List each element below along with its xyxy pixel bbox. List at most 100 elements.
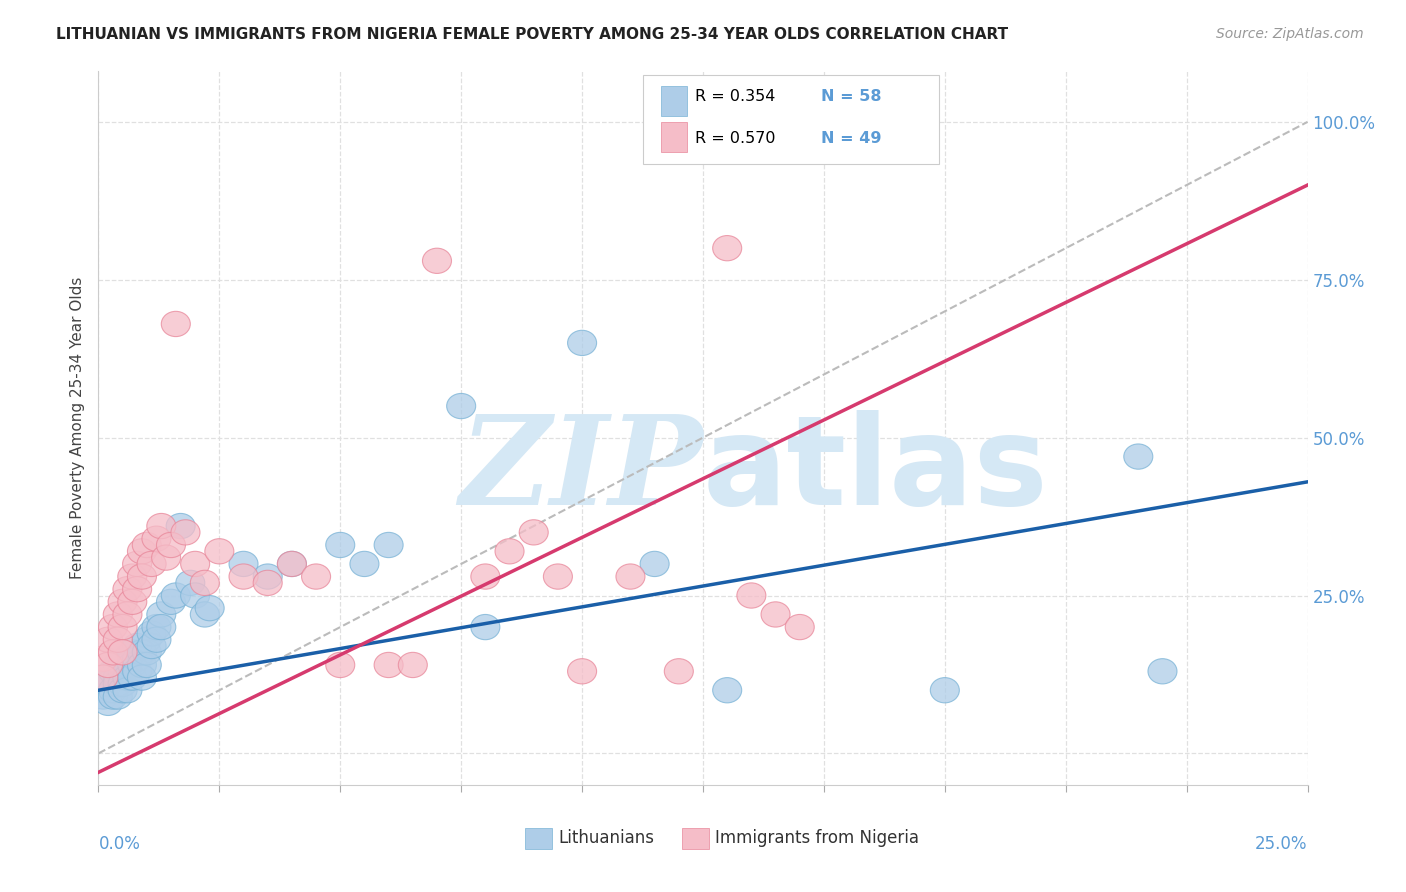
Text: Source: ZipAtlas.com: Source: ZipAtlas.com [1216, 27, 1364, 41]
Ellipse shape [253, 570, 283, 596]
FancyBboxPatch shape [661, 87, 688, 116]
Ellipse shape [118, 665, 146, 690]
Ellipse shape [98, 658, 128, 684]
Ellipse shape [112, 665, 142, 690]
Ellipse shape [122, 551, 152, 576]
Text: LITHUANIAN VS IMMIGRANTS FROM NIGERIA FEMALE POVERTY AMONG 25-34 YEAR OLDS CORRE: LITHUANIAN VS IMMIGRANTS FROM NIGERIA FE… [56, 27, 1008, 42]
Ellipse shape [128, 640, 156, 665]
Ellipse shape [277, 551, 307, 576]
Ellipse shape [471, 564, 501, 590]
Ellipse shape [350, 551, 380, 576]
Ellipse shape [132, 627, 162, 652]
Ellipse shape [422, 248, 451, 274]
Ellipse shape [447, 393, 475, 418]
Ellipse shape [108, 672, 138, 697]
Ellipse shape [142, 615, 172, 640]
Text: N = 49: N = 49 [821, 131, 882, 145]
FancyBboxPatch shape [661, 122, 688, 152]
Ellipse shape [103, 602, 132, 627]
Ellipse shape [1147, 658, 1177, 684]
Ellipse shape [713, 235, 742, 260]
Ellipse shape [471, 615, 501, 640]
Ellipse shape [190, 602, 219, 627]
Ellipse shape [94, 652, 122, 678]
Text: atlas: atlas [703, 410, 1049, 532]
Ellipse shape [118, 652, 146, 678]
Ellipse shape [253, 564, 283, 590]
Text: Lithuanians: Lithuanians [558, 830, 654, 847]
Ellipse shape [176, 570, 205, 596]
Ellipse shape [162, 582, 190, 608]
Ellipse shape [326, 652, 354, 678]
Ellipse shape [112, 652, 142, 678]
Ellipse shape [785, 615, 814, 640]
Ellipse shape [172, 520, 200, 545]
Ellipse shape [128, 652, 156, 678]
Ellipse shape [108, 590, 138, 615]
Ellipse shape [89, 678, 118, 703]
Ellipse shape [519, 520, 548, 545]
Ellipse shape [122, 633, 152, 658]
Ellipse shape [146, 615, 176, 640]
Ellipse shape [98, 678, 128, 703]
Ellipse shape [142, 526, 172, 551]
Ellipse shape [568, 658, 596, 684]
Ellipse shape [495, 539, 524, 564]
Text: 0.0%: 0.0% [98, 836, 141, 854]
Ellipse shape [156, 590, 186, 615]
FancyBboxPatch shape [643, 75, 939, 164]
Ellipse shape [108, 646, 138, 672]
Ellipse shape [180, 582, 209, 608]
Text: 25.0%: 25.0% [1256, 836, 1308, 854]
Ellipse shape [180, 551, 209, 576]
Ellipse shape [142, 627, 172, 652]
Ellipse shape [89, 646, 118, 672]
Ellipse shape [277, 551, 307, 576]
Ellipse shape [138, 633, 166, 658]
Ellipse shape [761, 602, 790, 627]
Ellipse shape [94, 690, 122, 715]
Ellipse shape [374, 652, 404, 678]
Ellipse shape [162, 311, 190, 336]
Ellipse shape [132, 533, 162, 558]
Ellipse shape [122, 658, 152, 684]
Ellipse shape [132, 652, 162, 678]
Ellipse shape [664, 658, 693, 684]
Ellipse shape [103, 672, 132, 697]
Ellipse shape [1123, 444, 1153, 469]
Ellipse shape [166, 514, 195, 539]
Ellipse shape [156, 533, 186, 558]
Ellipse shape [616, 564, 645, 590]
Ellipse shape [713, 678, 742, 703]
Ellipse shape [931, 678, 959, 703]
Ellipse shape [128, 539, 156, 564]
Ellipse shape [108, 658, 138, 684]
Ellipse shape [108, 640, 138, 665]
Ellipse shape [568, 330, 596, 356]
Ellipse shape [112, 678, 142, 703]
FancyBboxPatch shape [682, 829, 709, 849]
Ellipse shape [118, 590, 146, 615]
Ellipse shape [128, 665, 156, 690]
Ellipse shape [195, 596, 224, 621]
FancyBboxPatch shape [526, 829, 551, 849]
Text: R = 0.354: R = 0.354 [695, 89, 775, 104]
Ellipse shape [94, 627, 122, 652]
Text: Immigrants from Nigeria: Immigrants from Nigeria [716, 830, 920, 847]
Ellipse shape [138, 551, 166, 576]
Ellipse shape [103, 684, 132, 709]
Ellipse shape [398, 652, 427, 678]
Ellipse shape [543, 564, 572, 590]
Ellipse shape [138, 621, 166, 646]
Ellipse shape [98, 684, 128, 709]
Ellipse shape [152, 545, 180, 570]
Ellipse shape [108, 615, 138, 640]
Ellipse shape [94, 665, 122, 690]
Ellipse shape [146, 602, 176, 627]
Ellipse shape [374, 533, 404, 558]
Ellipse shape [112, 602, 142, 627]
Ellipse shape [737, 582, 766, 608]
Ellipse shape [205, 539, 233, 564]
Ellipse shape [89, 684, 118, 709]
Ellipse shape [103, 627, 132, 652]
